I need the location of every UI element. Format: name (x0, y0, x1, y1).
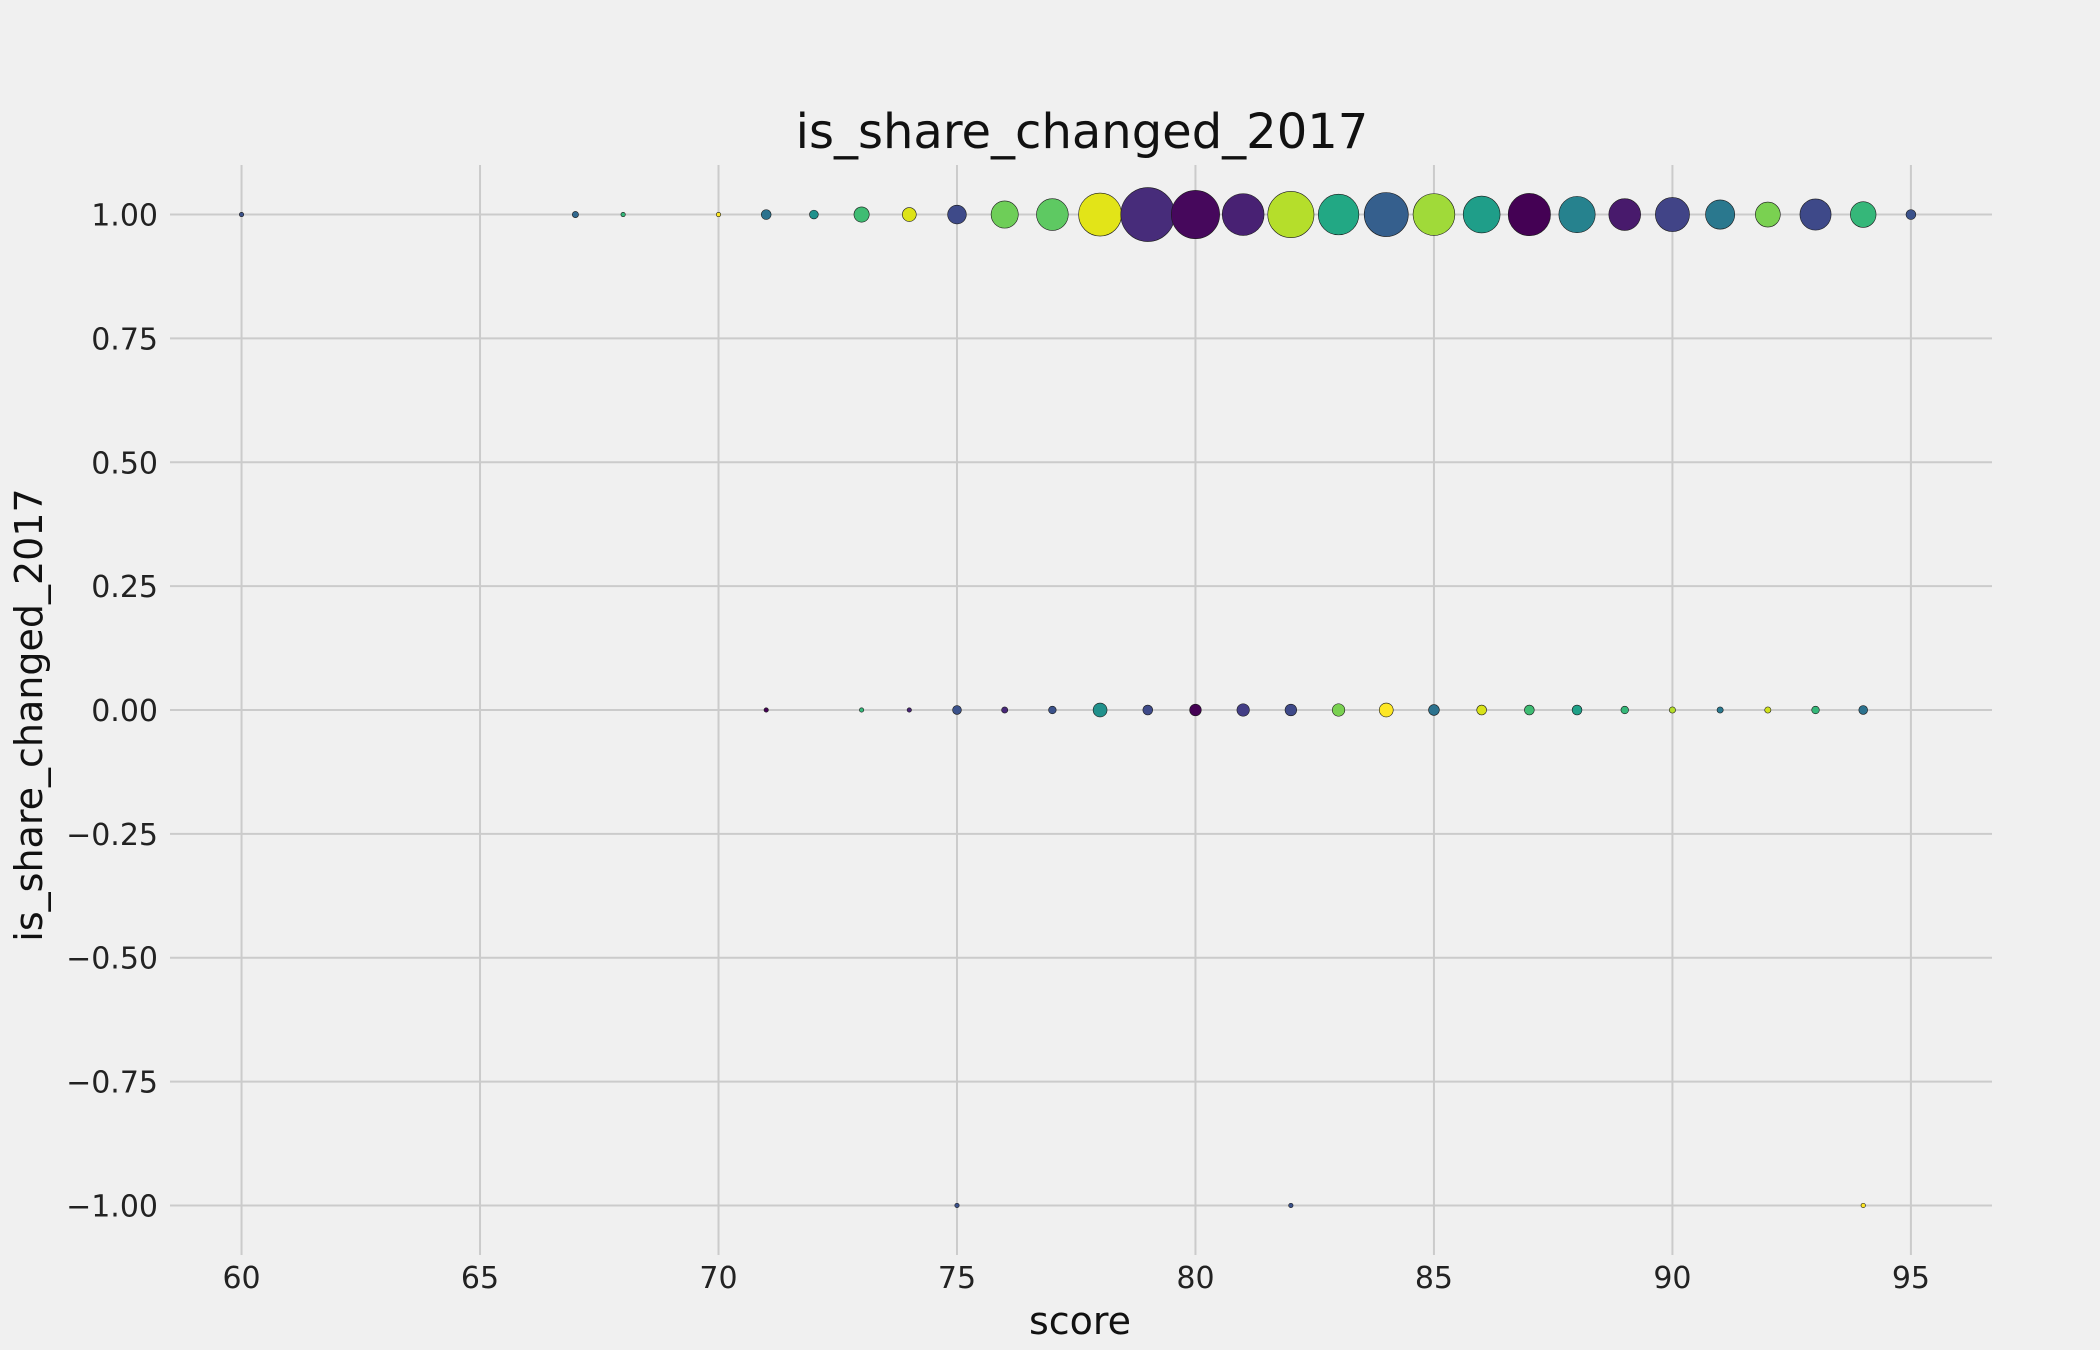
data-point (1620, 705, 1629, 715)
data-point (853, 206, 870, 223)
data-point (1288, 1202, 1294, 1208)
data-point (1608, 198, 1641, 231)
data-point (1905, 209, 1917, 220)
data-point (902, 207, 917, 222)
data-point (1284, 703, 1297, 717)
data-point (1078, 192, 1122, 237)
data-point (1267, 191, 1315, 238)
data-point (1850, 201, 1877, 228)
data-point (620, 212, 626, 218)
y-axis-title: is_share_changed_2017 (7, 488, 51, 941)
data-point (1755, 201, 1781, 228)
y-tick-label: 0.25 (91, 570, 158, 605)
data-point (1764, 706, 1772, 714)
x-tick-label: 85 (1415, 1261, 1453, 1296)
data-point (1655, 197, 1690, 232)
data-point (1378, 702, 1394, 718)
data-point (1317, 193, 1360, 236)
data-point (990, 200, 1019, 229)
data-point (1171, 190, 1220, 239)
x-tick-label: 60 (222, 1261, 260, 1296)
data-point (571, 211, 579, 218)
data-point (760, 209, 772, 220)
x-tick-label: 90 (1653, 1261, 1691, 1296)
data-point (1571, 704, 1583, 716)
data-points (239, 187, 1917, 1208)
data-point (859, 707, 865, 713)
y-tick-label: 0.50 (91, 446, 158, 481)
data-point (1716, 706, 1724, 714)
data-point (1048, 705, 1057, 715)
data-point (1001, 706, 1009, 714)
x-tick-label: 75 (938, 1261, 976, 1296)
data-point (1363, 192, 1409, 237)
y-tick-label: 1.00 (91, 199, 158, 234)
x-tick-label: 95 (1892, 1261, 1930, 1296)
data-point (1860, 1202, 1866, 1208)
data-point (1558, 196, 1596, 234)
data-point (1524, 704, 1535, 716)
data-point (763, 707, 769, 713)
data-point (1476, 704, 1487, 716)
y-tick-label: −1.00 (66, 1189, 158, 1224)
data-point (1189, 703, 1202, 717)
y-tick-label: −0.25 (66, 818, 158, 853)
x-tick-label: 65 (461, 1261, 499, 1296)
data-point (1142, 704, 1154, 716)
data-point (1120, 187, 1176, 242)
data-point (1705, 199, 1736, 230)
y-tick-label: 0.75 (91, 322, 158, 357)
chart-title: is_share_changed_2017 (796, 104, 1369, 160)
x-tick-labels: 60 65 70 75 80 85 90 95 (222, 1261, 1930, 1296)
data-point (1799, 198, 1832, 231)
data-point (1507, 193, 1551, 236)
x-tick-label: 80 (1176, 1261, 1214, 1296)
x-tick-label: 70 (699, 1261, 737, 1296)
data-point (1332, 703, 1346, 717)
data-point (1428, 704, 1440, 716)
data-point (1858, 705, 1868, 715)
data-point (1221, 193, 1265, 236)
data-point (1811, 705, 1820, 715)
y-tick-labels: 1.00 0.75 0.50 0.25 0.00 −0.25 −0.50 −0.75 −1.00 (66, 199, 158, 1225)
data-point (952, 705, 962, 715)
y-tick-label: −0.75 (66, 1066, 158, 1101)
data-point (1036, 198, 1069, 231)
data-point (1236, 703, 1250, 717)
data-point (906, 707, 912, 713)
data-point (947, 204, 967, 225)
data-point (1092, 702, 1108, 718)
data-point (809, 209, 819, 220)
data-point (1412, 193, 1456, 236)
data-point (954, 1202, 960, 1208)
data-point (716, 212, 722, 218)
data-point (239, 212, 245, 218)
data-point (1462, 195, 1501, 234)
y-tick-label: −0.50 (66, 942, 158, 977)
x-axis-title: score (1029, 1299, 1131, 1343)
grid (170, 165, 1992, 1255)
y-tick-label: 0.00 (91, 694, 158, 729)
data-point (1669, 706, 1676, 714)
